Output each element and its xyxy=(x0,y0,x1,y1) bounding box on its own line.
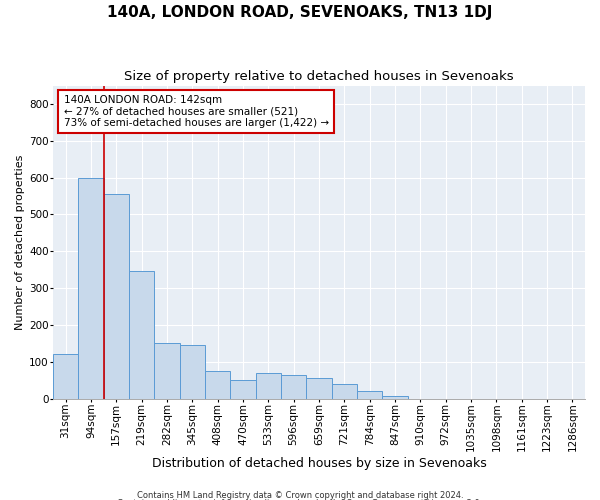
Bar xyxy=(205,371,230,398)
Bar xyxy=(281,374,307,398)
Bar xyxy=(129,272,154,398)
Bar xyxy=(307,378,332,398)
Y-axis label: Number of detached properties: Number of detached properties xyxy=(15,154,25,330)
Bar xyxy=(154,344,179,398)
X-axis label: Distribution of detached houses by size in Sevenoaks: Distribution of detached houses by size … xyxy=(152,457,487,470)
Text: 140A, LONDON ROAD, SEVENOAKS, TN13 1DJ: 140A, LONDON ROAD, SEVENOAKS, TN13 1DJ xyxy=(107,5,493,20)
Text: Contains HM Land Registry data © Crown copyright and database right 2024.: Contains HM Land Registry data © Crown c… xyxy=(137,490,463,500)
Title: Size of property relative to detached houses in Sevenoaks: Size of property relative to detached ho… xyxy=(124,70,514,83)
Text: 140A LONDON ROAD: 142sqm
← 27% of detached houses are smaller (521)
73% of semi-: 140A LONDON ROAD: 142sqm ← 27% of detach… xyxy=(64,95,329,128)
Bar xyxy=(382,396,407,398)
Bar xyxy=(53,354,78,399)
Bar xyxy=(357,391,382,398)
Bar xyxy=(78,178,104,398)
Bar xyxy=(230,380,256,398)
Bar xyxy=(179,345,205,399)
Bar xyxy=(332,384,357,398)
Bar xyxy=(256,373,281,398)
Bar xyxy=(104,194,129,398)
